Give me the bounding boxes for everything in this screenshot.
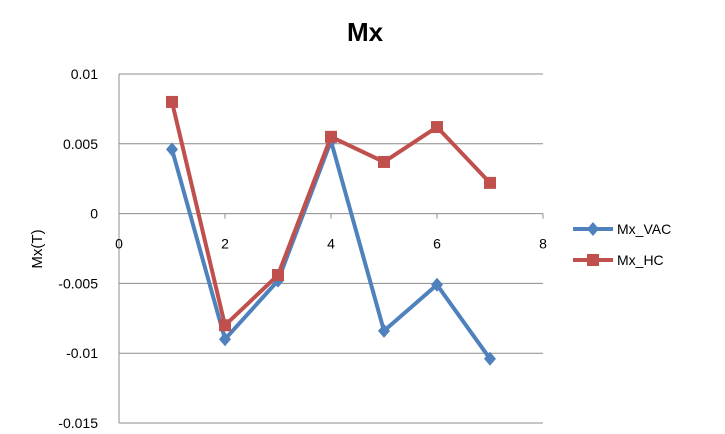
legend-label: Mx_VAC <box>617 221 671 237</box>
data-point <box>431 121 443 134</box>
y-tick-label: 0.005 <box>63 136 98 152</box>
legend-marker <box>587 254 599 266</box>
series-Mx_HC <box>166 95 496 332</box>
y-tick-label: 0 <box>90 206 98 222</box>
y-tick-label: 0.01 <box>71 66 98 82</box>
y-tick-label: -0.005 <box>58 275 98 291</box>
data-point <box>484 351 496 366</box>
x-tick-label: 4 <box>327 236 335 252</box>
y-tick-label: -0.01 <box>66 345 98 361</box>
data-point <box>219 319 231 332</box>
legend: Mx_VAC Mx_HC <box>573 221 671 268</box>
data-point <box>484 176 496 189</box>
legend-label: Mx_HC <box>617 252 664 268</box>
data-point <box>166 142 178 157</box>
legend-marker <box>587 222 599 236</box>
y-axis-title: Mx(T) <box>29 229 46 268</box>
gridlines <box>119 73 543 424</box>
x-tick-label: 0 <box>115 236 123 252</box>
data-point <box>272 269 284 282</box>
series-layer <box>166 95 496 366</box>
data-point <box>378 323 390 338</box>
x-tick-label: 6 <box>433 236 441 252</box>
data-point <box>166 95 178 108</box>
data-point <box>325 130 337 143</box>
legend-item: Mx_HC <box>573 252 664 268</box>
legend-item: Mx_VAC <box>573 221 671 237</box>
axes: 0.01 0.005 0 -0.005 -0.01 -0.015 0 2 4 6 8 <box>58 66 547 431</box>
chart-title: Mx <box>347 17 384 47</box>
data-point <box>431 277 443 292</box>
data-point <box>219 332 231 347</box>
x-tick-label: 8 <box>539 236 547 252</box>
data-point <box>378 155 390 168</box>
x-tick-label: 2 <box>221 236 229 252</box>
y-tick-label: -0.015 <box>58 415 98 431</box>
